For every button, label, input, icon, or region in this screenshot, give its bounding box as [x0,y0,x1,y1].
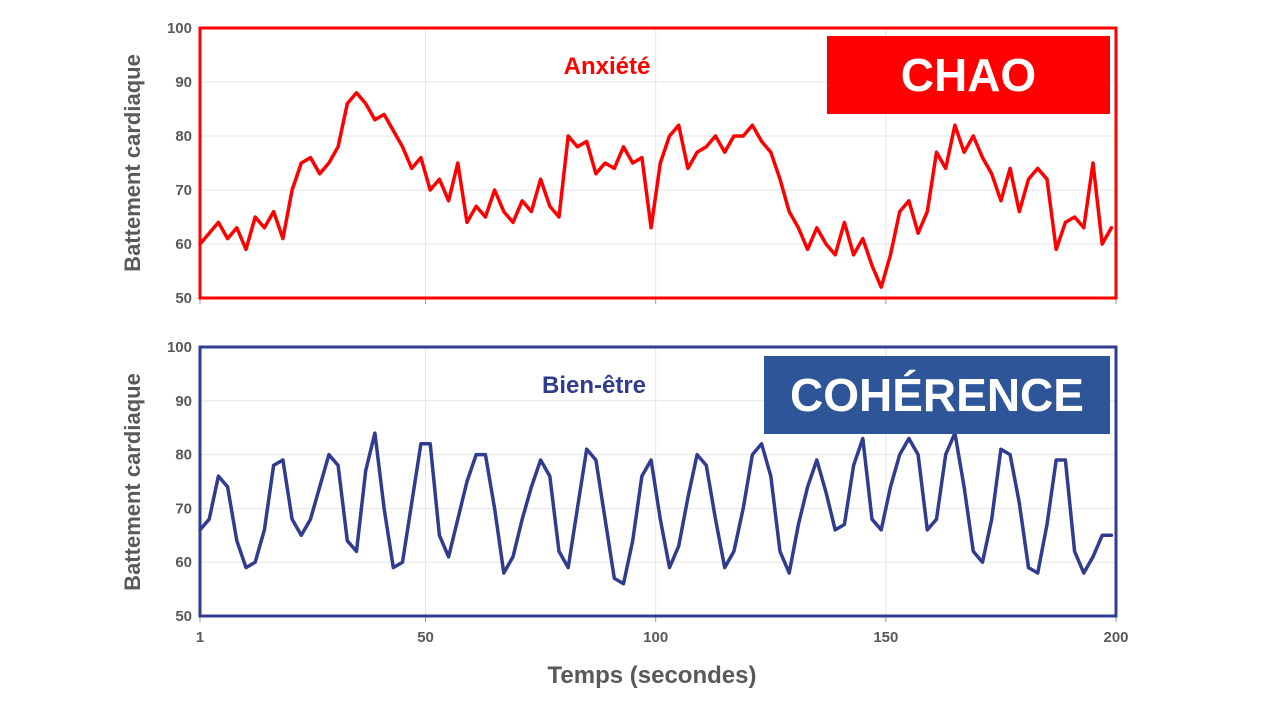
wellbeing-series-label: Bien-être [542,372,646,399]
wellbeing-y-axis-label: Battement cardiaque [120,373,145,591]
coherence-badge-box [764,356,1110,434]
x-axis-label: Temps (secondes) [548,662,757,689]
wellbeing-y-tick-label: 60 [175,554,192,571]
anxiety-y-tick-label: 50 [175,290,192,307]
anxiety-y-tick-label: 100 [167,20,192,37]
wellbeing-x-tick-label: 200 [1103,629,1128,646]
wellbeing-y-tick-label: 90 [175,393,192,410]
wellbeing-x-tick-label: 1 [196,629,204,646]
wellbeing-y-tick-label: 100 [167,339,192,356]
anxiety-y-tick-label: 80 [175,128,192,145]
coherence-badge-text: COHÉRENCE [790,369,1084,421]
wellbeing-chart-frame [198,345,1118,618]
anxiety-y-axis-label: Battement cardiaque [120,54,145,272]
wellbeing-x-tick-label: 150 [873,629,898,646]
anxiety-series-label: Anxiété [564,53,651,80]
wellbeing-y-tick-label: 50 [175,608,192,625]
chao-badge-text: CHAO [901,49,1036,101]
wellbeing-series-line [198,431,1114,586]
anxiety-series-line [198,91,1114,289]
coherence-badge: COHÉRENCE [764,356,1110,434]
anxiety-chart-frame [198,26,1118,300]
wellbeing-y-tick-label: 80 [175,447,192,464]
chao-badge-box [827,36,1110,114]
anxiety-y-tick-label: 90 [175,74,192,91]
chao-badge: CHAO [827,36,1110,114]
wellbeing-y-tick-label: 70 [175,500,192,517]
anxiety-chart: 50 60 70 80 90 100 Anxiété CHAO Battement car… [120,20,1118,307]
wellbeing-x-tick-label: 100 [643,629,668,646]
wellbeing-x-tick-label: 50 [417,629,434,646]
anxiety-y-tick-label: 70 [175,182,192,199]
anxiety-y-tick-label: 60 [175,236,192,253]
